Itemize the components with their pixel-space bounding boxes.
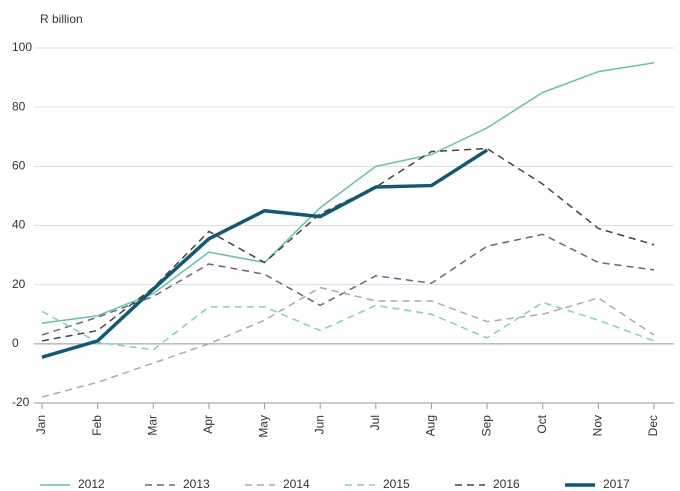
series-line: [41, 286, 655, 398]
y-tick-label: 60: [12, 159, 26, 173]
y-tick-label: 80: [12, 99, 26, 113]
x-tick-label: Sep: [479, 415, 493, 437]
y-tick-label: 40: [12, 218, 26, 232]
legend-label: 2012: [78, 477, 105, 491]
y-tick-label: 100: [12, 40, 32, 54]
y-tick-label: -20: [12, 395, 30, 409]
x-tick-label: Feb: [90, 415, 104, 436]
x-tick-label: Apr: [201, 415, 215, 434]
y-axis-label: R billion: [40, 12, 83, 26]
legend-label: 2016: [493, 477, 520, 491]
legend-label: 2017: [603, 477, 630, 491]
y-tick-label: 20: [12, 277, 26, 291]
series-line: [41, 233, 655, 336]
x-tick-label: Mar: [145, 415, 159, 436]
x-tick-label: Oct: [535, 414, 549, 433]
x-tick-label: Nov: [591, 415, 605, 436]
series-line: [41, 148, 489, 359]
series-line: [41, 62, 655, 324]
legend-label: 2013: [183, 477, 210, 491]
legend-label: 2014: [283, 477, 310, 491]
x-tick-label: Jan: [34, 415, 48, 434]
legend-label: 2015: [383, 477, 410, 491]
x-tick-label: Dec: [646, 415, 660, 436]
series-line: [41, 301, 655, 351]
x-tick-label: Aug: [424, 415, 438, 436]
x-tick-label: Jul: [368, 415, 382, 430]
x-tick-label: Jun: [312, 415, 326, 434]
x-tick-label: May: [257, 415, 271, 438]
y-tick-label: 0: [12, 336, 19, 350]
